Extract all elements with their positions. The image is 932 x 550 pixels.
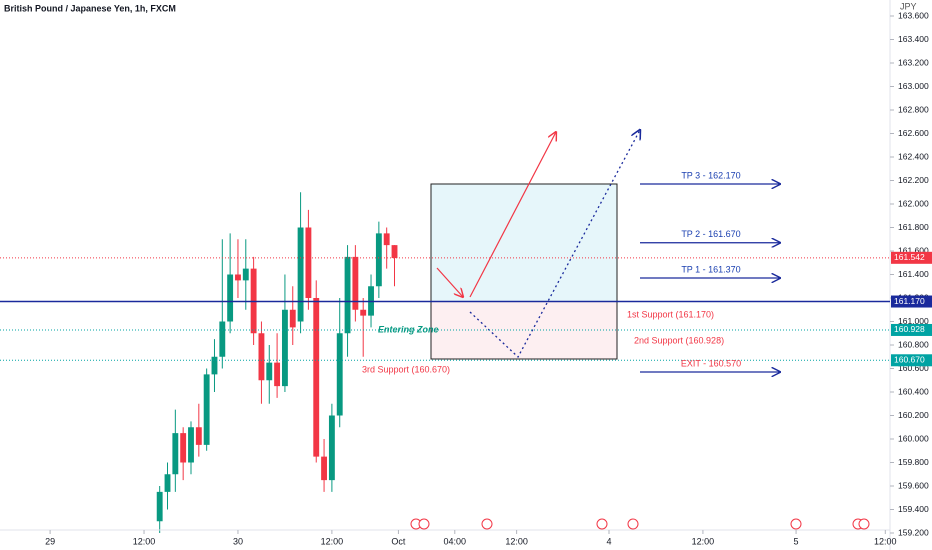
- candle-body: [219, 321, 226, 357]
- candle-body: [235, 274, 241, 281]
- candle-body: [242, 268, 249, 281]
- annotation: 3rd Support (160.670): [362, 364, 450, 374]
- candle-body: [289, 309, 296, 328]
- candle-body: [188, 427, 194, 463]
- y-tick-label: 163.000: [898, 81, 929, 91]
- y-tick-label: 160.200: [898, 410, 929, 420]
- candle-body: [305, 227, 312, 298]
- y-tick-label: 161.600: [898, 245, 929, 255]
- entry-arrow: [436, 267, 463, 297]
- candle-body: [227, 274, 234, 322]
- candle-body: [336, 333, 343, 416]
- candle-body: [383, 233, 390, 246]
- y-tick-label: 162.800: [898, 104, 929, 114]
- projection-arrow: [469, 130, 640, 359]
- candle-body: [281, 309, 288, 387]
- candle-body: [375, 233, 382, 287]
- price-tag-label: 160.670: [894, 355, 925, 365]
- candle-body: [172, 433, 179, 475]
- price-tag: [891, 295, 932, 308]
- bull-arrow: [469, 132, 556, 298]
- candle-body: [297, 227, 304, 322]
- candle-body: [274, 362, 281, 387]
- candle-body: [352, 256, 359, 310]
- y-tick-label: 161.400: [898, 269, 929, 279]
- candle-body: [180, 433, 187, 463]
- target-label: EXIT - 160.570: [681, 358, 741, 368]
- x-tick-label: 4: [606, 536, 611, 546]
- candle-body: [195, 427, 202, 445]
- x-tick-label: 12:00: [692, 536, 715, 546]
- price-tag: [891, 323, 932, 336]
- x-tick-label: Oct: [391, 536, 406, 546]
- y-tick-label: 163.600: [898, 10, 929, 20]
- candle-body: [266, 362, 273, 381]
- zone-border: [430, 183, 618, 360]
- candle-body: [321, 456, 327, 481]
- x-tick-label: 12:00: [321, 536, 344, 546]
- price-tag-label: 161.542: [894, 252, 925, 262]
- price-tag-label: 161.170: [894, 296, 925, 306]
- y-tick-label: 161.800: [898, 222, 929, 232]
- y-tick-label: 163.200: [898, 57, 929, 67]
- price-tag-label: 160.928: [894, 324, 925, 334]
- y-tick-label: 159.800: [898, 457, 929, 467]
- price-tag: [891, 251, 932, 264]
- x-tick-label: 5: [794, 536, 799, 546]
- annotation: 1st Support (161.170): [627, 309, 714, 319]
- candle-body: [258, 333, 265, 381]
- candle-body: [313, 298, 320, 457]
- candle-body: [203, 374, 210, 445]
- x-tick-label: 12:00: [505, 536, 528, 546]
- y-tick-label: 162.600: [898, 128, 929, 138]
- candle-body: [164, 474, 171, 492]
- profit-zone: [431, 184, 617, 301]
- y-tick-label: 159.200: [898, 527, 929, 537]
- annotation: Entering Zone: [378, 324, 439, 334]
- y-tick-label: 163.400: [898, 34, 929, 44]
- candle-body: [156, 491, 163, 522]
- currency-label: JPY: [900, 1, 917, 11]
- annotation: 2nd Support (160.928): [634, 335, 724, 345]
- price-tag: [891, 354, 932, 367]
- candle-body: [344, 256, 351, 334]
- candle-body: [360, 309, 367, 316]
- y-tick-label: 159.400: [898, 504, 929, 514]
- x-tick-label: 12:00: [133, 536, 156, 546]
- candle-body: [211, 356, 218, 375]
- candle-body: [328, 415, 335, 481]
- x-tick-label: 12:00: [874, 536, 897, 546]
- trade-zone: [430, 183, 618, 360]
- y-tick-label: 162.400: [898, 151, 929, 161]
- risk-zone: [431, 301, 617, 359]
- y-tick-label: 160.400: [898, 386, 929, 396]
- target-label: TP 3 - 162.170: [681, 170, 740, 180]
- target-label: TP 1 - 161.370: [681, 264, 740, 274]
- y-tick-label: 160.600: [898, 363, 929, 373]
- event-icons: [410, 518, 870, 530]
- x-tick-label: 04:00: [444, 536, 467, 546]
- chart-title: British Pound / Japanese Yen, 1h, FXCM: [4, 3, 176, 13]
- y-tick-label: 161.000: [898, 316, 929, 326]
- target-label: TP 2 - 161.670: [681, 229, 740, 239]
- y-tick-label: 162.200: [898, 175, 929, 185]
- x-tick-label: 29: [45, 536, 55, 546]
- y-tick-label: 160.000: [898, 433, 929, 443]
- y-tick-label: 160.800: [898, 339, 929, 349]
- y-tick-label: 162.000: [898, 198, 929, 208]
- y-tick-label: 159.600: [898, 480, 929, 490]
- candle-body: [391, 245, 398, 259]
- x-tick-label: 30: [233, 536, 243, 546]
